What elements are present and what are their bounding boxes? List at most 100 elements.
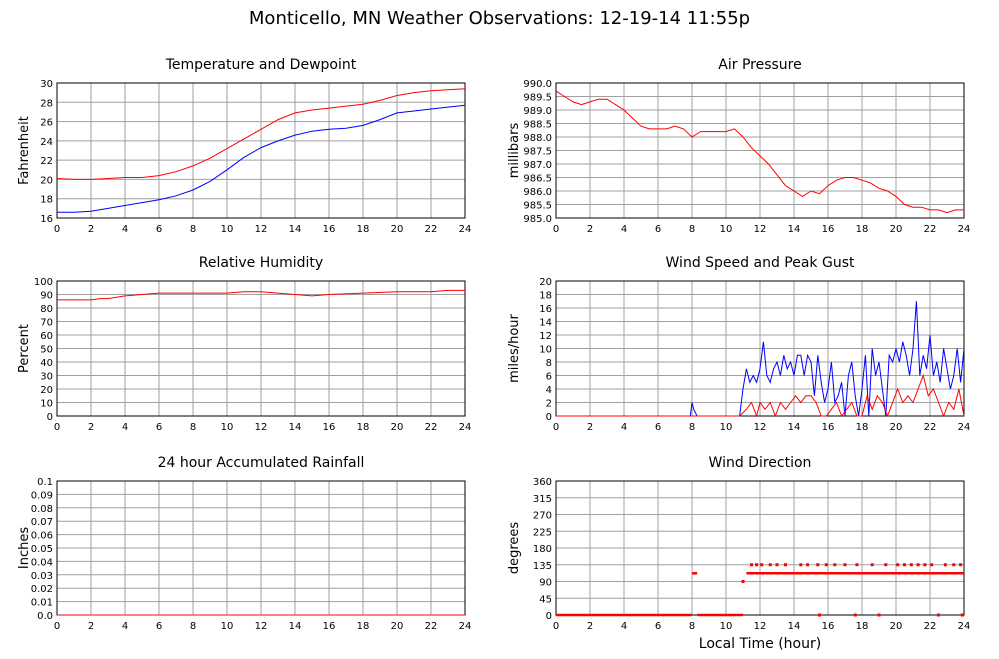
x-tick-label: 4 xyxy=(122,224,128,235)
y-tick-label: 30 xyxy=(40,79,53,90)
y-axis-label: Fahrenheit xyxy=(17,116,32,185)
plot-frame xyxy=(56,280,466,417)
y-tick-label: 987.5 xyxy=(523,147,552,158)
direction-point xyxy=(877,613,881,617)
x-tick-label: 2 xyxy=(587,224,593,235)
direction-point xyxy=(916,563,920,567)
y-tick-label: 0 xyxy=(546,412,552,423)
y-tick-label: 986.0 xyxy=(523,187,552,198)
y-tick-label: 18 xyxy=(539,291,552,302)
x-tick-label: 12 xyxy=(754,422,767,433)
y-tick-label: 16 xyxy=(539,304,552,315)
y-axis-label: miles/hour xyxy=(507,313,522,382)
direction-point xyxy=(909,563,913,567)
x-tick-label: 16 xyxy=(323,422,336,433)
y-axis-label: Percent xyxy=(17,324,32,373)
y-tick-label: 0.09 xyxy=(31,490,53,501)
chart-title: Wind Speed and Peak Gust xyxy=(666,255,855,271)
x-tick-label: 4 xyxy=(122,422,128,433)
x-tick-label: 6 xyxy=(655,422,661,433)
x-tick-label: 8 xyxy=(190,621,196,632)
x-tick-label: 12 xyxy=(754,224,767,235)
y-tick-label: 24 xyxy=(40,137,53,148)
direction-point xyxy=(952,563,956,567)
x-tick-label: 12 xyxy=(255,621,268,632)
series-line-1 xyxy=(556,301,965,417)
x-tick-label: 8 xyxy=(689,422,695,433)
x-tick-label: 18 xyxy=(856,224,869,235)
y-tick-label: 12 xyxy=(539,331,552,342)
x-tick-label: 16 xyxy=(822,621,835,632)
x-tick-label: 8 xyxy=(190,224,196,235)
direction-point xyxy=(816,563,820,567)
y-tick-label: 0.02 xyxy=(31,584,53,595)
direction-point xyxy=(750,563,753,567)
x-tick-label: 16 xyxy=(822,422,835,433)
direction-point xyxy=(775,563,779,567)
x-tick-label: 22 xyxy=(425,621,438,632)
x-tick-label: 4 xyxy=(621,422,627,433)
x-tick-label: 18 xyxy=(357,422,370,433)
y-tick-label: 4 xyxy=(546,385,552,396)
y-tick-label: 22 xyxy=(40,156,53,167)
page-title: Monticello, MN Weather Observations: 12-… xyxy=(248,8,751,29)
y-tick-label: 0.08 xyxy=(31,504,53,515)
direction-point xyxy=(870,563,874,567)
y-tick-label: 90 xyxy=(539,578,552,589)
y-tick-label: 985.0 xyxy=(523,214,552,225)
y-tick-label: 225 xyxy=(533,527,552,538)
y-tick-label: 40 xyxy=(40,358,53,369)
x-tick-label: 18 xyxy=(856,621,869,632)
y-tick-label: 100 xyxy=(34,277,53,288)
direction-point xyxy=(884,563,888,567)
y-tick-label: 989.5 xyxy=(523,93,552,104)
x-tick-label: 14 xyxy=(788,422,801,433)
y-tick-label: 45 xyxy=(539,594,552,605)
x-tick-label: 0 xyxy=(553,224,559,235)
direction-point xyxy=(818,613,821,617)
direction-point xyxy=(855,563,859,567)
y-tick-label: 270 xyxy=(533,511,552,522)
x-tick-label: 6 xyxy=(655,224,661,235)
y-tick-label: 26 xyxy=(40,118,53,129)
x-tick-label: 14 xyxy=(289,422,302,433)
y-tick-label: 985.5 xyxy=(523,201,552,212)
y-tick-label: 989.0 xyxy=(523,106,552,117)
x-tick-label: 22 xyxy=(924,621,937,632)
y-axis-label: degrees xyxy=(507,522,522,575)
x-tick-label: 6 xyxy=(156,621,162,632)
y-tick-label: 2 xyxy=(546,399,552,410)
series-line-2 xyxy=(57,104,466,213)
x-tick-label: 4 xyxy=(621,224,627,235)
x-tick-label: 10 xyxy=(720,422,733,433)
x-tick-label: 8 xyxy=(689,621,695,632)
x-tick-label: 18 xyxy=(357,224,370,235)
x-tick-label: 10 xyxy=(221,422,234,433)
x-tick-label: 8 xyxy=(689,224,695,235)
x-tick-label: 20 xyxy=(890,224,903,235)
direction-point xyxy=(843,563,847,567)
y-tick-label: 360 xyxy=(533,477,552,488)
direction-point xyxy=(896,563,900,567)
direction-point xyxy=(784,563,787,567)
x-tick-label: 0 xyxy=(54,621,60,632)
x-tick-label: 2 xyxy=(587,621,593,632)
y-tick-label: 80 xyxy=(40,304,53,315)
x-tick-label: 14 xyxy=(788,224,801,235)
direction-point xyxy=(806,563,810,567)
y-tick-label: 30 xyxy=(40,372,53,383)
x-tick-label: 0 xyxy=(54,224,60,235)
y-tick-label: 10 xyxy=(539,345,552,356)
x-tick-label: 10 xyxy=(720,621,733,632)
x-tick-label: 10 xyxy=(221,224,234,235)
x-tick-label: 0 xyxy=(553,621,559,632)
x-tick-label: 0 xyxy=(553,422,559,433)
y-tick-label: 0.07 xyxy=(31,517,53,528)
y-tick-label: 20 xyxy=(539,277,552,288)
y-tick-label: 986.5 xyxy=(523,174,552,185)
x-tick-label: 2 xyxy=(88,224,94,235)
